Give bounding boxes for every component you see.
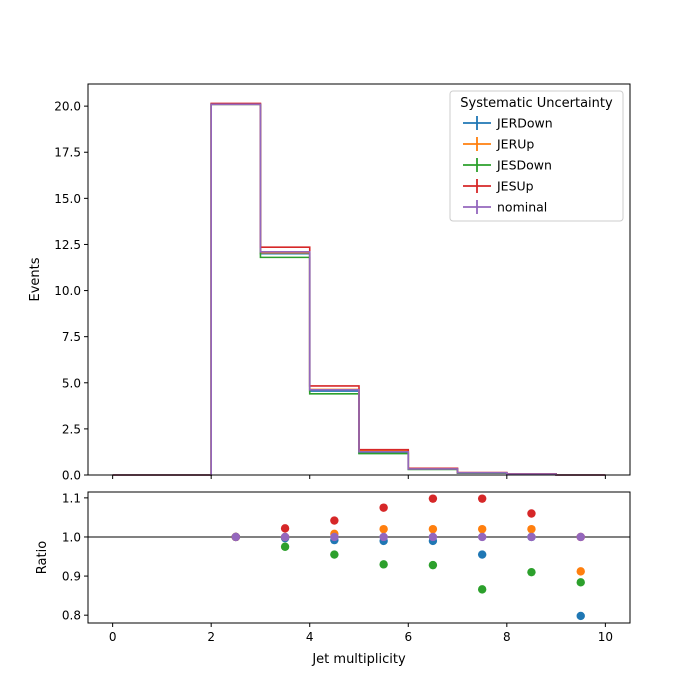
legend-entry-nominal: nominal	[463, 200, 547, 215]
ratio-point-jesup	[428, 494, 438, 503]
ratio-point-jesup	[477, 494, 487, 503]
ratio-point-jesdown	[428, 560, 438, 570]
ratio-point-nominal	[379, 532, 388, 542]
ratio-point-jesdown	[477, 585, 487, 594]
main-y-axis-title: Events	[28, 257, 43, 301]
main-x-axis-ticks	[112, 475, 606, 479]
step-line-nominal	[112, 103, 606, 476]
legend-entry-jerup: JERUp	[463, 137, 534, 152]
ratio-y-tick-label: 0.8	[62, 609, 81, 623]
ratio-point-jerup	[428, 524, 438, 534]
ratio-point-jerdown	[576, 611, 585, 621]
ratio-point-jesup	[280, 524, 290, 533]
ratio-point-nominal	[477, 532, 487, 542]
legend-entry-jesdown: JESDown	[463, 158, 552, 173]
ratio-x-axis-ticks: 0 2 4 6 8 10	[109, 623, 613, 644]
ratio-point-jesup	[379, 503, 388, 512]
ratio-y-axis-title: Ratio	[35, 541, 50, 574]
main-histogram-steps	[112, 102, 606, 476]
main-y-tick-label: 5.0	[62, 376, 81, 390]
ratio-point-nominal	[231, 532, 241, 542]
ratio-x-tick-label: 2	[207, 630, 215, 644]
main-y-tick-label: 17.5	[54, 146, 81, 160]
main-y-tick-label: 0.0	[62, 469, 81, 483]
ratio-point-jesup	[330, 516, 339, 525]
ratio-point-jerdown	[477, 550, 487, 559]
ratio-point-nominal	[527, 532, 536, 542]
main-y-tick-label: 2.5	[62, 422, 81, 436]
ratio-point-jesdown	[576, 578, 585, 587]
ratio-points	[231, 494, 585, 621]
ratio-x-tick-label: 0	[109, 630, 117, 644]
main-y-tick-label: 10.0	[54, 284, 81, 298]
ratio-point-jesdown	[330, 550, 339, 559]
ratio-y-tick-label: 0.9	[62, 570, 81, 584]
ratio-point-jerup	[477, 524, 487, 534]
ratio-y-axis-ticks: 0.8 0.9 1.0 1.1	[62, 491, 88, 623]
ratio-plot-panel: 0.8 0.9 1.0 1.1 0 2 4 6 8 10 Ratio Jet multiplic…	[35, 491, 631, 667]
ratio-x-tick-label: 6	[404, 630, 412, 644]
legend-label: nominal	[497, 200, 547, 215]
ratio-point-nominal	[280, 532, 290, 542]
ratio-point-nominal	[330, 532, 339, 542]
ratio-x-tick-label: 10	[598, 630, 613, 644]
legend-title: Systematic Uncertainty	[460, 96, 613, 111]
main-y-tick-label: 12.5	[54, 238, 81, 252]
ratio-point-jerup	[576, 567, 585, 576]
ratio-y-tick-label: 1.0	[62, 530, 81, 544]
ratio-point-jerup	[379, 524, 388, 534]
ratio-point-jesup	[527, 509, 536, 518]
main-plot-panel: 0.02.55.07.510.012.515.017.520.0 Events …	[28, 83, 631, 483]
legend: Systematic Uncertainty JERDown JERUp JESDo…	[449, 90, 624, 222]
ratio-point-nominal	[428, 532, 438, 542]
legend-label: JESUp	[496, 179, 534, 194]
legend-label: JERUp	[496, 137, 534, 152]
legend-entry-jerdown: JERDown	[463, 116, 553, 131]
ratio-point-jesdown	[280, 542, 290, 551]
main-y-axis-ticks: 0.0 2.5 5.0 7.5 10.0 12.5 15.0 17.5 20.0	[54, 100, 88, 483]
main-y-tick-label: 20.0	[54, 100, 81, 114]
ratio-point-nominal	[576, 532, 585, 542]
legend-label: JESDown	[496, 158, 552, 173]
legend-label: JERDown	[496, 116, 553, 131]
ratio-point-jerup	[527, 524, 536, 534]
main-y-tick-label: 7.5	[62, 330, 81, 344]
ratio-x-axis-title: Jet multiplicity	[311, 652, 406, 667]
main-plot-frame	[87, 83, 631, 476]
legend-box	[449, 90, 624, 222]
legend-entries: JERDown JERUp JESDown JESUp nominal	[463, 116, 553, 215]
legend-entry-jesup: JESUp	[463, 179, 534, 194]
ratio-point-jesdown	[527, 567, 536, 577]
ratio-y-tick-label: 1.1	[62, 491, 81, 505]
ratio-plot-frame	[87, 491, 631, 624]
main-y-tick-label: 15.0	[54, 192, 81, 206]
ratio-x-tick-label: 8	[503, 630, 511, 644]
ratio-x-tick-label: 4	[306, 630, 314, 644]
ratio-point-jesdown	[379, 560, 388, 569]
